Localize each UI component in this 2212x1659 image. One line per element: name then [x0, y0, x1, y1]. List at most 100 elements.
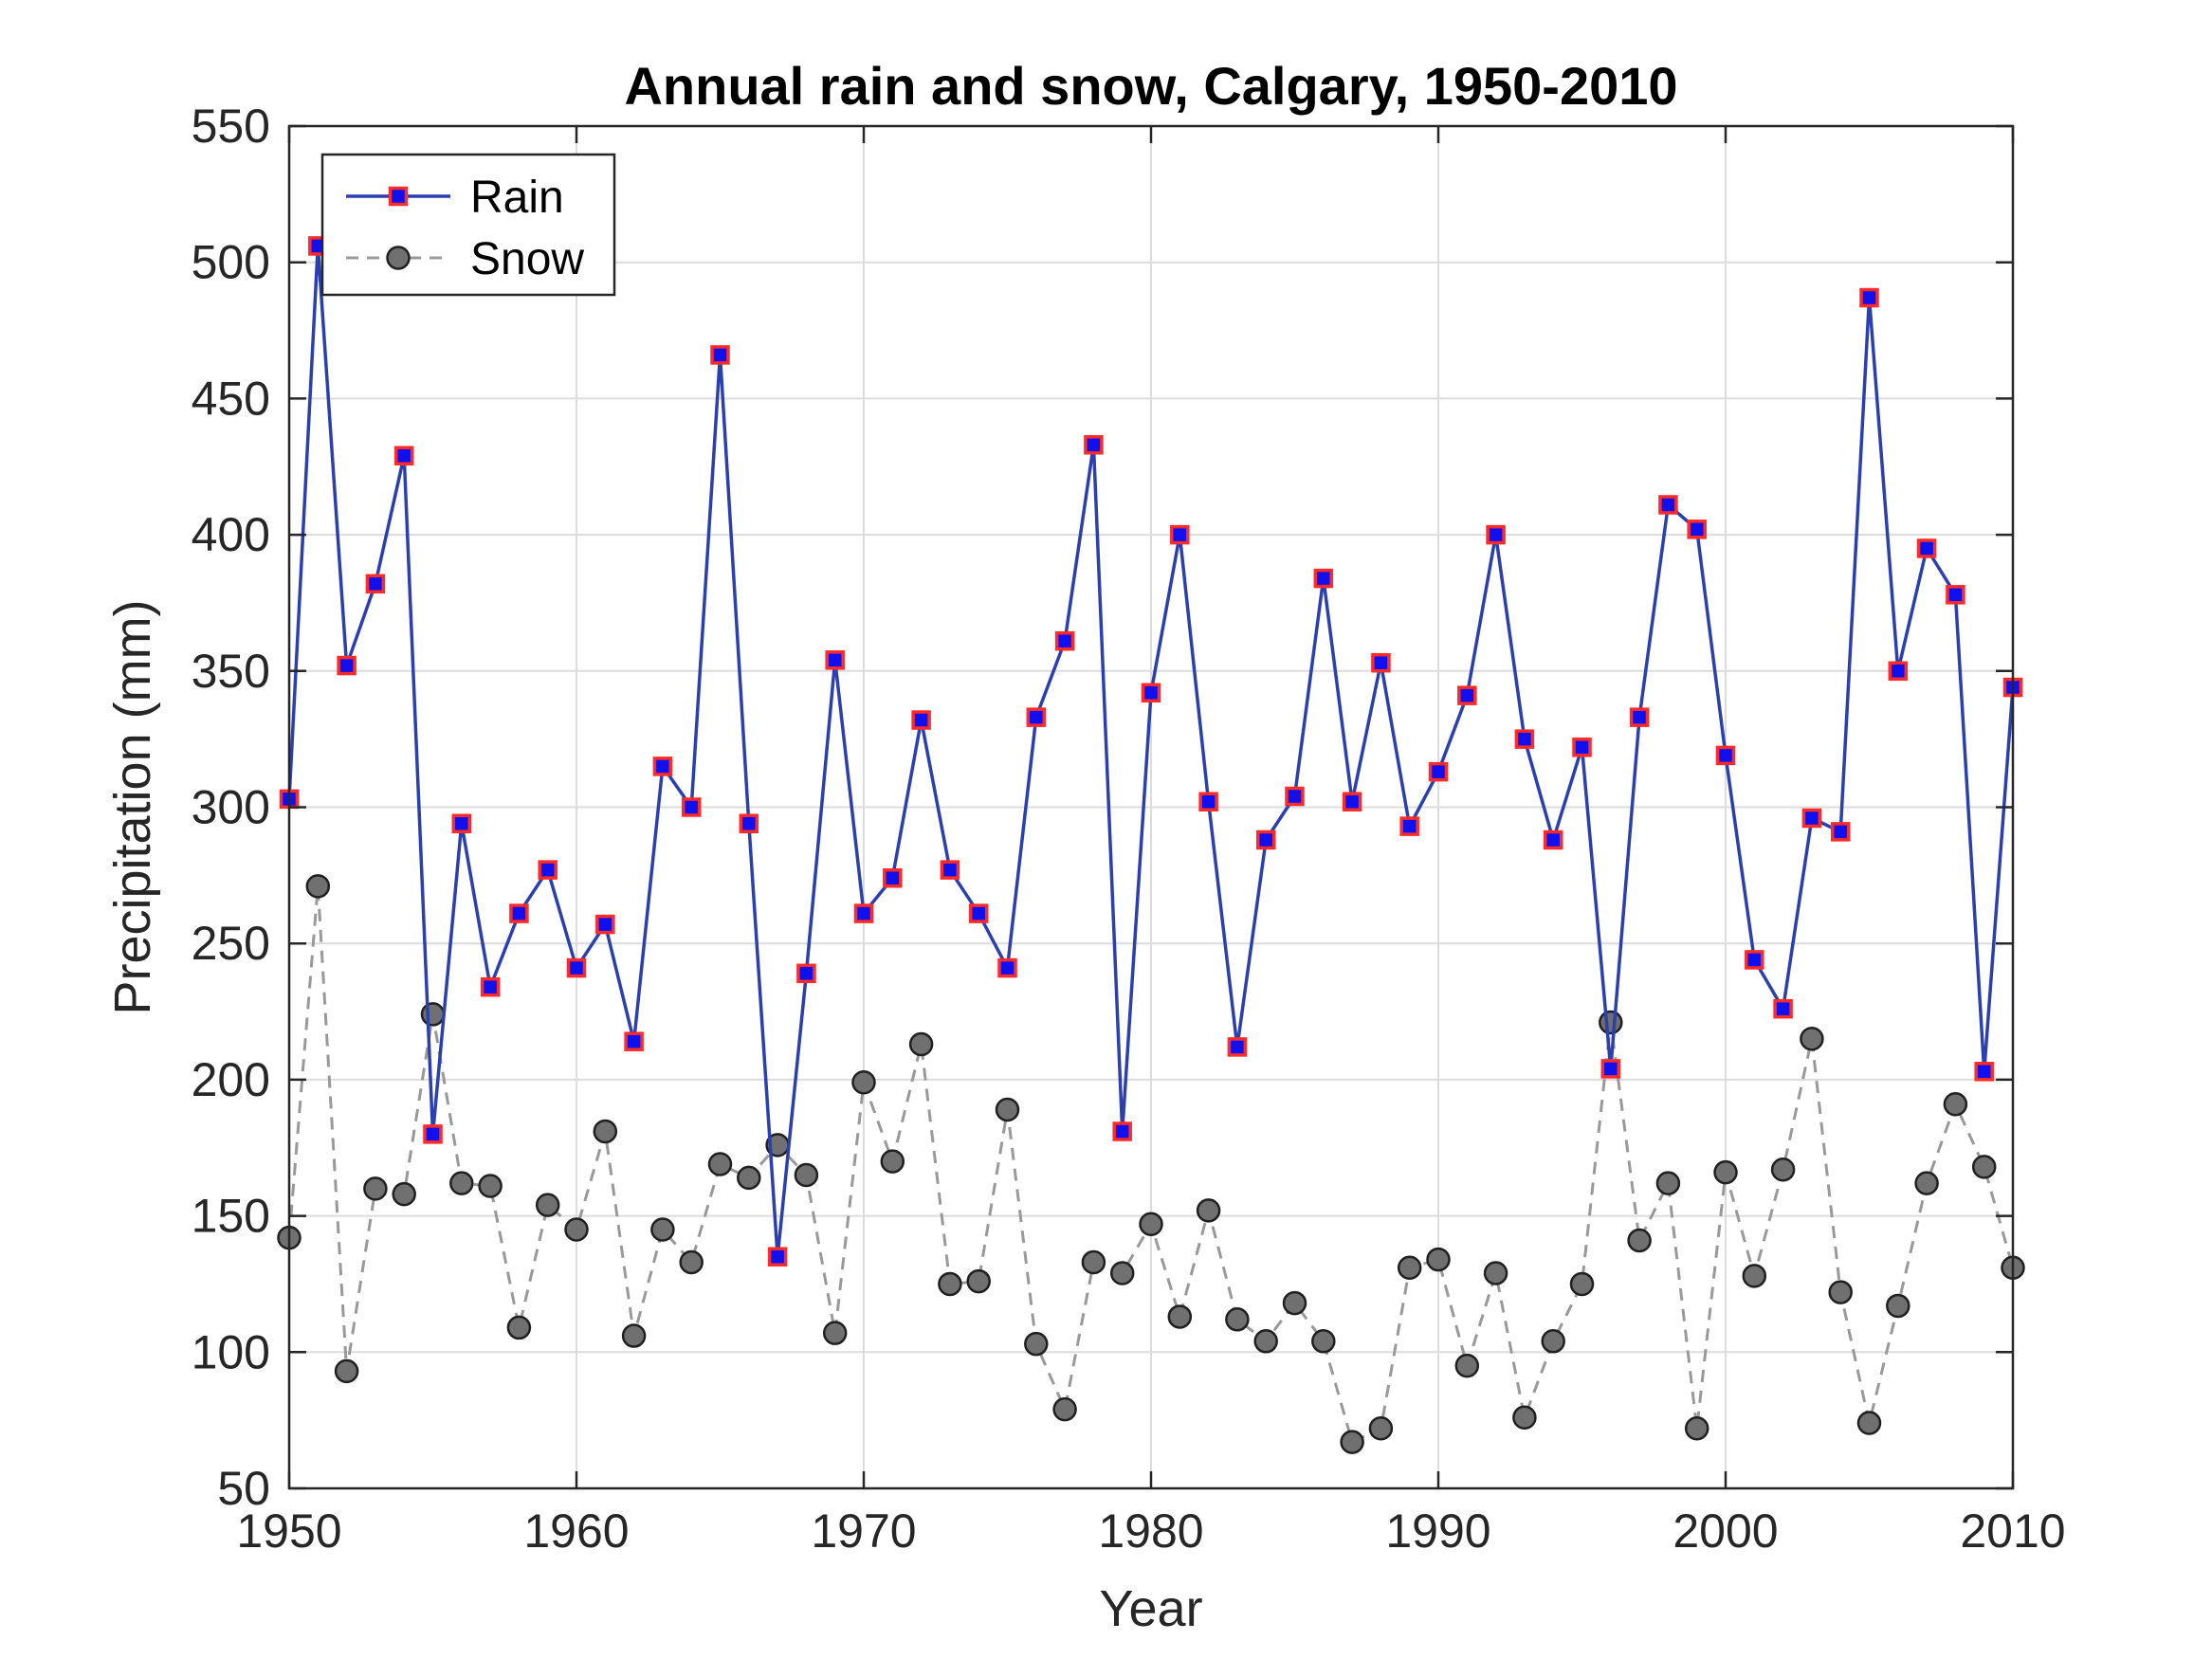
- legend-marker-snow: [386, 246, 411, 270]
- snow-point: [1454, 1353, 1480, 1378]
- rain-point: [767, 1247, 788, 1267]
- snow-point: [1483, 1261, 1508, 1285]
- snow-point: [1052, 1396, 1077, 1422]
- rain-point: [1629, 707, 1650, 727]
- snow-point: [478, 1174, 503, 1198]
- rain-point: [393, 446, 414, 466]
- chart-title: Annual rain and snow, Calgary, 1950-2010: [624, 56, 1677, 116]
- rain-point: [595, 914, 615, 935]
- rain-point: [1543, 830, 1563, 850]
- rain-point: [1342, 792, 1362, 812]
- rain-point: [451, 813, 472, 833]
- snow-point: [363, 1176, 388, 1201]
- rain-point: [1916, 538, 1937, 558]
- ticks: 1950 1960 1970 1980 1990 2000 2010 50 100 150 200 2…: [192, 100, 2066, 1558]
- snow-point: [908, 1031, 934, 1057]
- rain-point: [1974, 1062, 1994, 1082]
- legend-label-snow: Snow: [470, 234, 584, 284]
- snow-point: [305, 874, 331, 899]
- rain-point: [940, 860, 960, 880]
- rain-point: [1170, 524, 1190, 545]
- rain-point: [1687, 520, 1707, 539]
- y-tick-label: 100: [192, 1325, 270, 1378]
- x-tick-label: 2010: [1960, 1504, 2065, 1558]
- snow-point: [707, 1152, 733, 1176]
- y-tick-label: 550: [192, 100, 270, 153]
- rain-point: [652, 757, 673, 776]
- legend-item-snow: Snow: [346, 234, 584, 284]
- snow-point: [650, 1217, 675, 1242]
- legend-box: [320, 153, 616, 297]
- rain-point: [796, 963, 816, 984]
- rain-point: [1026, 707, 1047, 727]
- x-tick-label: 1960: [523, 1504, 629, 1558]
- rain-point: [1285, 786, 1305, 807]
- rain-point: [825, 650, 845, 670]
- rain-point: [337, 655, 356, 676]
- rain-point: [1572, 738, 1592, 757]
- snow-point: [1684, 1416, 1709, 1441]
- snow-point: [1196, 1198, 1221, 1223]
- snow-point: [1311, 1329, 1336, 1354]
- rain-point: [1084, 435, 1104, 455]
- snow-point: [1167, 1304, 1193, 1329]
- snow-point: [995, 1097, 1020, 1122]
- y-tick-label: 300: [192, 781, 270, 834]
- legend-label-rain: Rain: [470, 173, 564, 223]
- rain-point: [538, 860, 558, 880]
- snow-point: [1225, 1307, 1250, 1332]
- rain-point: [1457, 685, 1477, 705]
- snow-point: [966, 1268, 991, 1294]
- x-tick-label: 2000: [1673, 1504, 1778, 1558]
- snow-series: [277, 874, 2025, 1454]
- snow-point: [449, 1171, 474, 1195]
- rain-point: [883, 867, 903, 888]
- snow-point: [1426, 1247, 1451, 1272]
- rain-point: [1054, 630, 1075, 651]
- y-tick-label: 400: [192, 508, 270, 561]
- snow-point: [564, 1217, 589, 1242]
- rain-point: [968, 903, 989, 923]
- snow-point: [1081, 1249, 1106, 1275]
- snow-point: [1914, 1171, 1939, 1195]
- rain-point: [853, 903, 874, 923]
- y-axis-label: Precipitation (mm): [104, 599, 161, 1014]
- snow-point: [1655, 1171, 1681, 1195]
- snow-point: [1397, 1255, 1422, 1280]
- rain-point: [566, 957, 587, 978]
- y-tick-label: 250: [192, 917, 270, 970]
- snow-point: [1139, 1212, 1163, 1236]
- y-tick-label: 150: [192, 1190, 270, 1243]
- rain-point: [1371, 652, 1391, 673]
- snow-point: [1713, 1159, 1738, 1185]
- rain-point: [1801, 808, 1822, 829]
- rain-point: [1112, 1121, 1132, 1141]
- snow-point: [1599, 1010, 1623, 1035]
- snow-point: [1569, 1271, 1595, 1297]
- snow-point: [1024, 1331, 1049, 1357]
- snow-point: [1856, 1411, 1882, 1435]
- snow-point: [1109, 1261, 1135, 1285]
- x-tick-label: 1980: [1098, 1504, 1203, 1558]
- snow-point: [506, 1315, 532, 1340]
- snow-point: [1742, 1264, 1767, 1288]
- rain-point: [624, 1031, 644, 1051]
- snow-point: [1886, 1293, 1910, 1319]
- rain-point: [1600, 1059, 1621, 1079]
- snow-point: [1512, 1405, 1537, 1431]
- snow-point: [737, 1165, 761, 1191]
- rain-point: [1313, 568, 1334, 589]
- y-tick-label: 450: [192, 372, 270, 425]
- rain-point: [1830, 822, 1851, 842]
- snow-point: [1627, 1228, 1652, 1253]
- rain-point: [1859, 287, 1879, 308]
- snow-point: [420, 1002, 446, 1027]
- snow-point: [1800, 1027, 1824, 1051]
- rain-point: [739, 813, 759, 833]
- snow-point: [794, 1162, 819, 1188]
- rain-point: [1227, 1037, 1248, 1057]
- series-layer: [277, 236, 2025, 1454]
- rain-point: [997, 957, 1017, 978]
- y-tick-label: 200: [192, 1053, 270, 1106]
